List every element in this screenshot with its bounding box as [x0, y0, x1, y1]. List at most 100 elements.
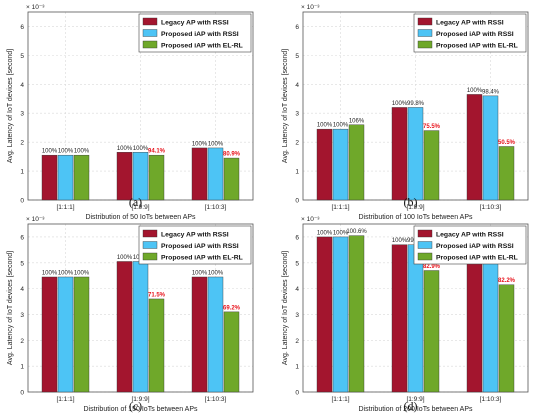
bar-2 — [132, 261, 149, 393]
data-label: 100% — [392, 238, 408, 244]
y-tick-label: 5 — [295, 260, 299, 267]
data-label: 100% — [42, 270, 58, 276]
data-label: 99.8% — [407, 101, 425, 107]
legend-label-1: Legacy AP with RSSI — [436, 19, 504, 26]
bar-2 — [482, 95, 499, 201]
legend-swatch-3 — [142, 252, 158, 261]
x-tick-label: [1:10:3] — [205, 204, 227, 211]
legend-label-3: Proposed iAP with EL-RL — [436, 42, 518, 49]
legend-label-2: Proposed iAP with RSSI — [161, 243, 239, 250]
y-tick-label: 4 — [295, 82, 299, 89]
bar-1 — [191, 147, 208, 201]
data-label: 100% — [58, 149, 74, 155]
legend-label-1: Legacy AP with RSSI — [161, 231, 229, 238]
bar-2 — [57, 154, 74, 201]
data-label: 100% — [192, 270, 208, 276]
bar-3 — [348, 124, 365, 201]
y-tick-label: 4 — [295, 286, 299, 293]
bar-3 — [498, 284, 515, 393]
y-tick-label: 3 — [295, 312, 299, 319]
y-tick-label: 1 — [295, 364, 299, 371]
bar-2 — [332, 128, 349, 201]
bar-2 — [132, 152, 149, 201]
bar-3 — [498, 146, 515, 201]
data-label: 50.5% — [498, 140, 516, 146]
y-tick-label: 1 — [295, 169, 299, 176]
panel-caption: (d) — [404, 399, 418, 413]
bar-1 — [41, 276, 58, 393]
panel-caption: (b) — [404, 195, 418, 209]
bar-2 — [207, 147, 224, 201]
legend-swatch-3 — [417, 40, 433, 49]
bar-3 — [73, 276, 90, 393]
data-label: 100% — [117, 146, 133, 152]
legend-box — [138, 13, 252, 53]
bar-3 — [223, 311, 240, 393]
panel-caption: (a) — [129, 195, 142, 209]
y-axis-label: Avg. Latency of IoT devices [second] — [282, 49, 289, 163]
x-axis-label: Distribution of 50 IoTs between APs — [85, 214, 196, 221]
y-tick-label: 6 — [20, 24, 24, 31]
bar-2 — [407, 244, 424, 393]
y-axis-label: Avg. Latency of IoT devices [second] — [282, 251, 289, 365]
legend-label-1: Legacy AP with RSSI — [436, 231, 504, 238]
x-tick-label: [1:10:3] — [480, 396, 502, 403]
data-label: 100% — [117, 255, 133, 261]
bar-2 — [407, 107, 424, 201]
x-axis-label: Distribution of 200 IoTs between APs — [358, 406, 473, 413]
x-tick-label: [1:9:9] — [406, 204, 424, 211]
data-label: 100% — [467, 88, 483, 94]
data-label: 100.6% — [346, 229, 367, 235]
bar-3 — [348, 235, 365, 393]
axis-exponent: × 10⁻³ — [26, 216, 45, 223]
legend: Legacy AP with RSSI Proposed iAP with RSS… — [138, 13, 252, 53]
bar-1 — [466, 94, 483, 201]
y-tick-label: 4 — [20, 286, 24, 293]
bar-3 — [148, 298, 165, 393]
x-axis-label: Distribution of 150 IoTs between APs — [83, 406, 198, 413]
legend-label-3: Proposed iAP with EL-RL — [436, 254, 518, 261]
bar-1 — [41, 154, 58, 201]
y-tick-label: 3 — [20, 111, 24, 118]
legend-swatch-1 — [417, 229, 433, 238]
bar-3 — [423, 270, 440, 393]
x-tick-label: [1:1:1] — [331, 396, 349, 403]
data-label: 100% — [208, 270, 224, 276]
legend-box — [413, 13, 527, 53]
data-label: 100% — [392, 101, 408, 107]
data-label: 75.5% — [423, 124, 441, 130]
data-label: 82.2% — [498, 278, 516, 284]
legend: Legacy AP with RSSI Proposed iAP with RSS… — [413, 13, 527, 53]
x-tick-label: [1:1:1] — [56, 396, 74, 403]
legend-swatch-1 — [142, 17, 158, 26]
x-tick-label: [1:10:3] — [205, 396, 227, 403]
data-label: 100% — [74, 270, 90, 276]
data-label: 100% — [192, 141, 208, 147]
legend: Legacy AP with RSSI Proposed iAP with RSS… — [138, 225, 252, 265]
data-label: 106% — [349, 118, 365, 124]
y-tick-label: 5 — [295, 53, 299, 60]
y-tick-label: 0 — [20, 390, 24, 397]
bar-2 — [482, 261, 499, 393]
y-tick-label: 2 — [20, 140, 24, 147]
data-label: 100% — [58, 270, 74, 276]
data-label: 100% — [133, 146, 149, 152]
axis-exponent: × 10⁻³ — [301, 4, 320, 11]
y-tick-label: 5 — [20, 260, 24, 267]
legend-label-1: Legacy AP with RSSI — [161, 19, 229, 26]
y-tick-label: 3 — [20, 312, 24, 319]
x-tick-label: [1:1:1] — [56, 204, 74, 211]
y-tick-label: 0 — [295, 390, 299, 397]
data-label: 100% — [74, 149, 90, 155]
data-label: 100% — [317, 123, 333, 129]
bar-2 — [57, 276, 74, 393]
data-label: 71.5% — [148, 292, 166, 298]
legend-box — [413, 225, 527, 265]
data-label: 100% — [333, 230, 349, 236]
y-tick-label: 6 — [20, 234, 24, 241]
x-tick-label: [1:9:9] — [131, 396, 149, 403]
bar-1 — [191, 276, 208, 393]
bar-1 — [316, 128, 333, 201]
